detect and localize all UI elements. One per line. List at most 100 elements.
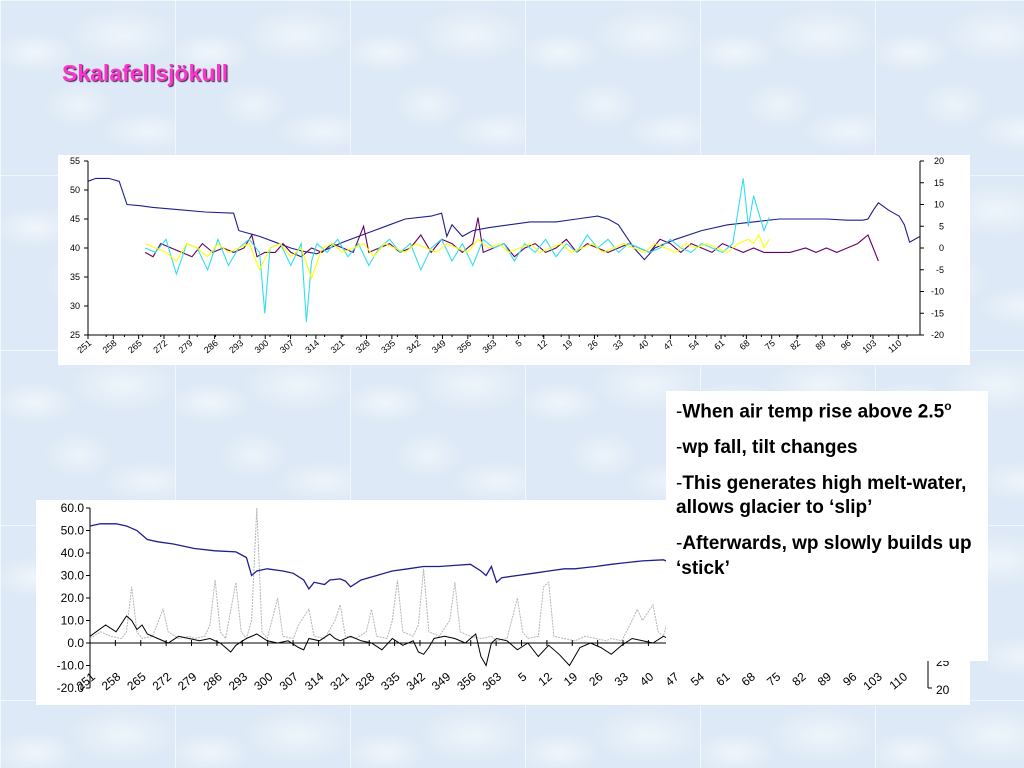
y2-tick-label: -15 — [931, 308, 944, 318]
x-tick-label: 96 — [839, 338, 853, 352]
x-tick-label: 265 — [126, 338, 144, 355]
x-tick-label: 258 — [101, 338, 119, 355]
x-tick-label: 68 — [738, 338, 752, 352]
x-tick-label: 89 — [815, 669, 834, 689]
y2-tick-label: -20 — [931, 330, 944, 340]
x-tick-label: 349 — [430, 338, 448, 355]
x-tick-label: 265 — [124, 669, 149, 693]
x-tick-label: 75 — [763, 338, 777, 352]
x-tick-label: 5 — [515, 669, 529, 684]
x-tick-label: 335 — [379, 338, 397, 355]
x-tick-label: 321 — [327, 669, 352, 693]
y2-tick-label: 15 — [934, 178, 944, 188]
y-tick-label: -10.0 — [57, 659, 85, 673]
x-tick-label: 335 — [378, 669, 403, 693]
x-tick-label: 12 — [535, 338, 549, 352]
x-tick-label: 349 — [429, 669, 454, 693]
y2-tick-label: -10 — [931, 287, 944, 297]
slide-title: Skalafellsjökull — [62, 60, 229, 86]
x-tick-label: 307 — [277, 669, 302, 693]
x-tick-label: 96 — [840, 669, 859, 689]
callout-text-4: Afterwards, wp slowly builds up ‘stick’ — [676, 533, 972, 579]
x-tick-label: 54 — [688, 669, 707, 689]
y-tick-label: 30 — [70, 301, 80, 311]
x-tick-label: 33 — [611, 338, 625, 352]
x-tick-label: 293 — [227, 338, 245, 355]
x-tick-label: 33 — [612, 669, 631, 689]
x-tick-label: 363 — [480, 338, 498, 355]
x-tick-label: 328 — [354, 338, 372, 355]
y-tick-label: 40.0 — [61, 546, 85, 560]
x-tick-label: 54 — [687, 338, 701, 352]
x-tick-label: 40 — [636, 338, 650, 352]
x-tick-label: 258 — [99, 669, 124, 693]
x-tick-label: 286 — [200, 669, 225, 693]
x-tick-label: 12 — [536, 669, 555, 689]
chart-1-svg: 25 30 35 40 45 50 55 -20 -15 -10 -5 0 5 10 15 20 251 258 2… — [70, 156, 944, 355]
callout-text-3: This generates high melt-water, allows g… — [676, 472, 967, 519]
x-tick-label: 82 — [789, 669, 808, 689]
x-tick-label: 272 — [150, 669, 175, 693]
x-tick-label: 342 — [404, 669, 429, 693]
callout-item-3: -This generates high melt-water, allows … — [676, 472, 967, 519]
x-tick-label: 314 — [303, 338, 321, 355]
x-tick-label: 110 — [886, 338, 903, 355]
callout-item-4: -Afterwards, wp slowly builds up ‘stick’ — [676, 533, 972, 579]
y2-tick-label: 0 — [939, 243, 944, 253]
x-tick-label: 286 — [202, 338, 220, 355]
x-tick-label: 279 — [175, 669, 200, 693]
x-tick-label: 75 — [764, 669, 783, 689]
x-tick-label: 251 — [75, 338, 93, 355]
x-tick-label: 19 — [561, 669, 580, 689]
x-tick-label: 26 — [586, 338, 600, 352]
x-tick-label: 47 — [662, 338, 676, 352]
callout-item-2: -wp fall, tilt changes — [676, 437, 858, 459]
x-tick-label: 307 — [278, 338, 296, 355]
x-tick-label: 47 — [662, 669, 681, 689]
y-tick-label: 60.0 — [61, 501, 85, 515]
callout-text-1: When air temp rise above 2.5 — [682, 401, 945, 423]
callout-text-2: wp fall, tilt changes — [682, 437, 858, 459]
y-tick-label: -20.0 — [57, 681, 85, 695]
y-tick-label: 50.0 — [61, 524, 85, 538]
x-tick-label: 356 — [454, 669, 479, 693]
y-tick-label: 45 — [70, 214, 80, 224]
x-tick-label: 356 — [455, 338, 473, 355]
y-tick-label: 10.0 — [61, 614, 85, 628]
callout-item-1: -When air temp rise above 2.5o — [676, 399, 952, 423]
y2-tick-label: -5 — [936, 265, 944, 275]
x-tick-label: 26 — [586, 669, 605, 689]
x-tick-label: 272 — [151, 338, 169, 355]
x-tick-label: 5 — [513, 338, 523, 349]
y2-tick-label: 10 — [934, 200, 944, 210]
x-tick-label: 103 — [860, 669, 885, 693]
y-tick-label: 25 — [70, 330, 80, 340]
y2-tick-label: 20 — [936, 683, 950, 697]
x-tick-label: 328 — [353, 669, 378, 693]
series-line-1 — [87, 177, 921, 261]
x-tick-label: 103 — [860, 338, 878, 355]
degree-sup: o — [944, 399, 952, 413]
y-tick-label: 35 — [70, 272, 80, 282]
y-tick-label: 50 — [70, 185, 80, 195]
x-tick-label: 293 — [226, 669, 251, 693]
series-line-4 — [144, 233, 770, 281]
x-tick-label: 68 — [739, 669, 758, 689]
x-tick-label: 61 — [713, 669, 732, 689]
y-tick-label: 0.0 — [67, 636, 84, 650]
x-tick-label: 363 — [480, 669, 505, 693]
y2-tick-label: 20 — [934, 156, 944, 166]
x-tick-label: 342 — [405, 338, 423, 355]
x-tick-label: 321 — [329, 338, 347, 355]
x-tick-label: 40 — [637, 669, 656, 689]
x-tick-label: 110 — [887, 669, 911, 692]
x-tick-label: 279 — [177, 338, 195, 355]
callout-box: -When air temp rise above 2.5o -wp fall,… — [666, 391, 988, 661]
x-tick-label: 19 — [560, 338, 574, 352]
y-tick-label: 30.0 — [61, 569, 85, 583]
x-tick-label: 300 — [253, 338, 271, 355]
y-tick-label: 40 — [70, 243, 80, 253]
x-tick-label: 61 — [712, 338, 726, 352]
x-tick-label: 82 — [788, 338, 802, 352]
y-tick-label: 20.0 — [61, 591, 85, 605]
